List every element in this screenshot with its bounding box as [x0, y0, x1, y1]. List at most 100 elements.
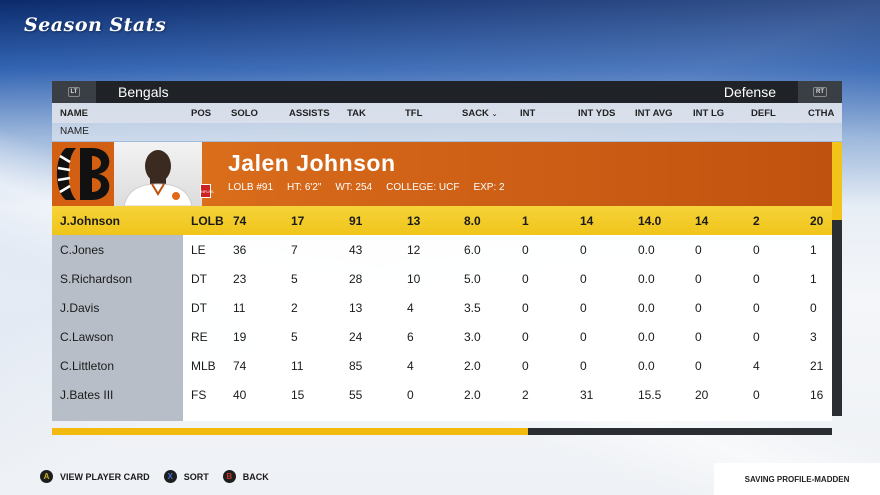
- bengals-logo: [52, 142, 114, 206]
- cell-sack: 3.0: [464, 330, 481, 344]
- cell-pos: LOLB: [191, 214, 224, 228]
- cell-tak: 28: [349, 272, 363, 286]
- sort-control[interactable]: X SORT: [163, 470, 209, 483]
- name-column-background: [52, 235, 183, 421]
- cell-ctha: 3: [810, 330, 817, 344]
- saving-status: SAVING PROFILE-MADDEN: [714, 463, 880, 495]
- cell-tfl: 13: [407, 214, 421, 228]
- scroll-progress-fill: [52, 428, 528, 435]
- filter-subheader: NAME: [52, 123, 842, 141]
- lt-icon: LT: [67, 87, 81, 97]
- cell-tfl: 4: [407, 359, 414, 373]
- selection-accent: [832, 142, 842, 220]
- footer-controls: A VIEW PLAYER CARD X SORT B BACK: [40, 470, 283, 483]
- cell-name: C.Lawson: [60, 330, 114, 344]
- sort-label: SORT: [183, 471, 209, 482]
- cell-int-lg: 0: [695, 243, 702, 257]
- cell-pos: MLB: [191, 359, 216, 373]
- nflpa-badge: NFLPA: [200, 184, 214, 198]
- col-assists[interactable]: ASSISTS: [289, 108, 330, 119]
- cell-sack: 8.0: [464, 214, 481, 228]
- cell-ctha: 1: [810, 243, 817, 257]
- table-row[interactable]: J.Bates III FS 40 15 55 0 2.0 2 31 15.5 20 0 16: [52, 380, 832, 409]
- col-name[interactable]: NAME: [60, 108, 88, 119]
- cell-assists: 17: [291, 214, 305, 228]
- col-int-lg[interactable]: INT LG: [693, 108, 725, 119]
- cell-int-lg: 0: [695, 330, 702, 344]
- col-ctha[interactable]: CTHA: [808, 108, 835, 119]
- cell-defl: 0: [753, 301, 760, 315]
- cell-int-lg: 0: [695, 359, 702, 373]
- cell-tfl: 10: [407, 272, 421, 286]
- cell-ctha: 1: [810, 272, 817, 286]
- table-row[interactable]: J.Davis DT 11 2 13 4 3.5 0 0 0.0 0 0 0: [52, 293, 832, 322]
- player-info: LOLB #91 HT: 6'2" WT: 254 COLLEGE: UCF E…: [228, 182, 505, 193]
- col-solo[interactable]: SOLO: [231, 108, 258, 119]
- table-row[interactable]: S.Richardson DT 23 5 28 10 5.0 0 0 0.0 0 0 1: [52, 264, 832, 293]
- cell-tfl: 4: [407, 301, 414, 315]
- view-player-card-control[interactable]: A VIEW PLAYER CARD: [40, 470, 150, 483]
- col-defl[interactable]: DEFL: [751, 108, 776, 119]
- a-button-icon: A: [40, 470, 53, 483]
- player-name: Jalen Johnson: [228, 150, 396, 176]
- cell-defl: 0: [753, 272, 760, 286]
- col-pos[interactable]: POS: [191, 108, 212, 119]
- player-experience: EXP: 2: [473, 182, 505, 193]
- col-tfl[interactable]: TFL: [405, 108, 423, 119]
- cell-int-avg: 14.0: [638, 214, 662, 228]
- table-row[interactable]: C.Jones LE 36 7 43 12 6.0 0 0 0.0 0 0 1: [52, 235, 832, 264]
- unit-name: Defense: [723, 84, 776, 100]
- b-button-icon: B: [222, 470, 236, 483]
- stats-table: J.Johnson LOLB 74 17 91 13 8.0 1 14 14.0 14 2 20 C.Jo…: [52, 206, 832, 421]
- cell-int-avg: 0.0: [638, 330, 655, 344]
- right-bumper-button[interactable]: RT: [798, 81, 842, 103]
- table-row[interactable]: C.Littleton MLB 74 11 85 4 2.0 0 0 0.0 0 4 21: [52, 351, 832, 380]
- cell-int-yds: 0: [580, 359, 587, 373]
- cell-int-lg: 20: [695, 388, 709, 402]
- cell-name: C.Jones: [60, 243, 105, 257]
- cell-int: 0: [522, 301, 529, 315]
- cell-int-lg: 0: [695, 272, 702, 286]
- cell-tak: 55: [349, 388, 363, 402]
- cell-sack: 5.0: [464, 272, 481, 286]
- cell-ctha: 0: [810, 301, 817, 315]
- left-bumper-button[interactable]: LT: [52, 81, 96, 103]
- scroll-track[interactable]: [832, 220, 842, 416]
- cell-int-yds: 14: [580, 214, 594, 228]
- cell-int-avg: 0.0: [638, 243, 655, 257]
- cell-pos: FS: [191, 388, 207, 402]
- cell-pos: DT: [191, 272, 207, 286]
- col-int-avg[interactable]: INT AVG: [635, 108, 673, 119]
- cell-defl: 0: [753, 388, 760, 402]
- cell-tfl: 0: [407, 388, 414, 402]
- cell-assists: 15: [291, 388, 305, 402]
- cell-pos: RE: [191, 330, 208, 344]
- cell-tfl: 6: [407, 330, 414, 344]
- back-control[interactable]: B BACK: [222, 470, 269, 483]
- cell-tak: 85: [349, 359, 363, 373]
- col-tak[interactable]: TAK: [347, 108, 366, 119]
- cell-ctha: 20: [810, 214, 824, 228]
- col-int[interactable]: INT: [520, 108, 536, 119]
- x-button-icon: X: [163, 470, 177, 483]
- table-row[interactable]: J.Johnson LOLB 74 17 91 13 8.0 1 14 14.0 14 2 20: [52, 206, 832, 235]
- subheader-label: NAME: [60, 126, 89, 137]
- player-weight: WT: 254: [335, 182, 373, 193]
- cell-pos: LE: [191, 243, 206, 257]
- cell-name: C.Littleton: [60, 359, 115, 373]
- rt-icon: RT: [813, 87, 827, 97]
- cell-int-yds: 0: [580, 330, 587, 344]
- cell-sack: 2.0: [464, 359, 481, 373]
- cell-tak: 43: [349, 243, 363, 257]
- cell-assists: 11: [291, 359, 304, 373]
- col-int-yds[interactable]: INT YDS: [578, 108, 616, 119]
- cell-int-avg: 0.0: [638, 272, 655, 286]
- cell-int-avg: 15.5: [638, 388, 662, 402]
- player-height: HT: 6'2": [287, 182, 322, 193]
- cell-int-lg: 14: [695, 214, 709, 228]
- table-row[interactable]: C.Lawson RE 19 5 24 6 3.0 0 0 0.0 0 0 3: [52, 322, 832, 351]
- player-photo: [114, 142, 202, 206]
- player-card-banner[interactable]: NFLPA Jalen Johnson LOLB #91 HT: 6'2" WT…: [52, 142, 832, 206]
- col-sack[interactable]: SACK ⌄: [462, 108, 497, 119]
- cell-tak: 24: [349, 330, 363, 344]
